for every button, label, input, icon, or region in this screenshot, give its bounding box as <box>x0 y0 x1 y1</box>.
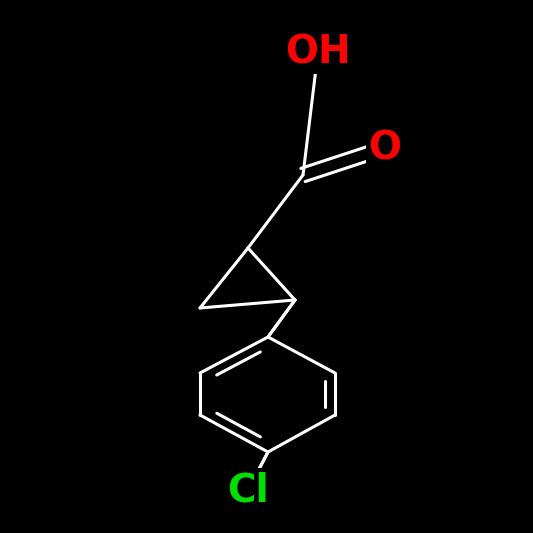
Text: OH: OH <box>285 33 351 71</box>
Text: O: O <box>368 129 401 167</box>
Text: Cl: Cl <box>227 471 269 509</box>
